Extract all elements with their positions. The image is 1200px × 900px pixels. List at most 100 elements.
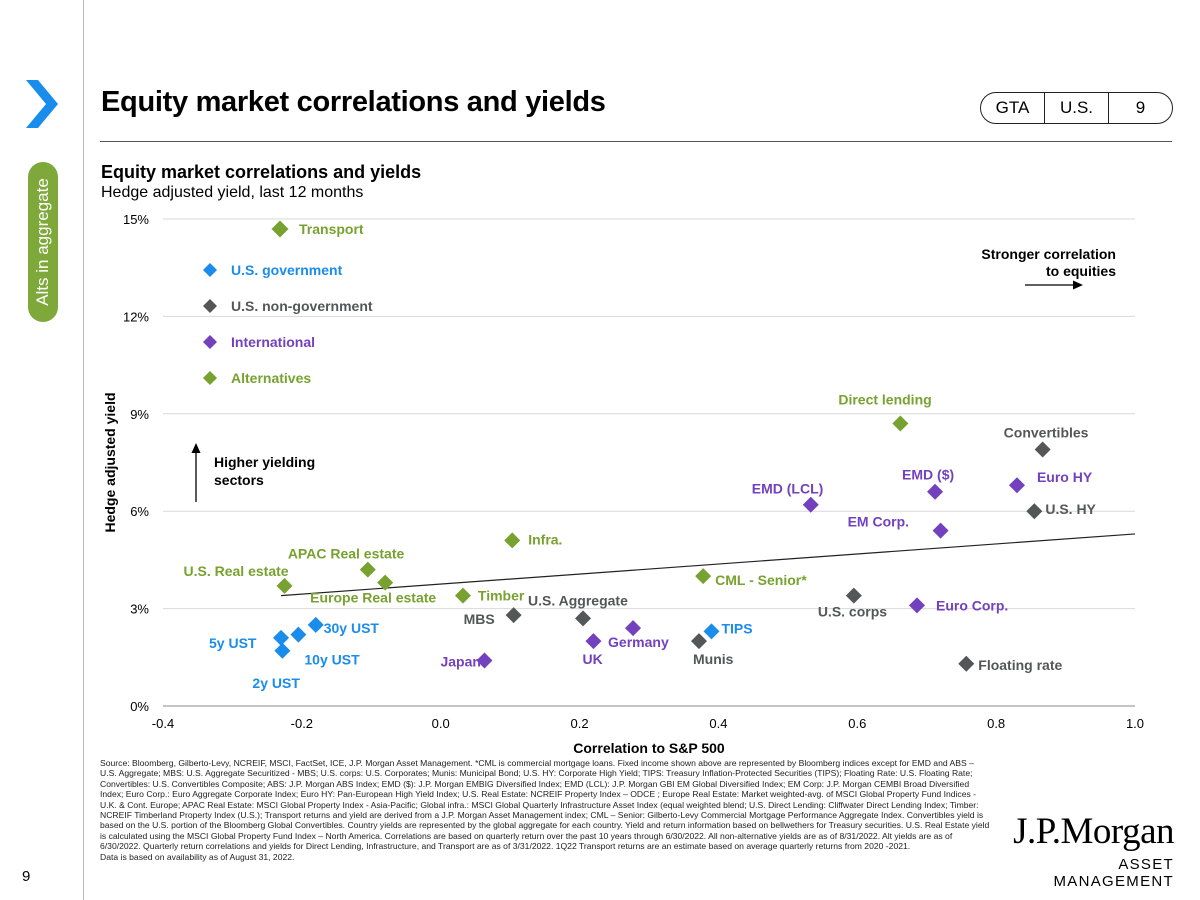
data-point [273, 629, 290, 646]
data-point-label: CML - Senior* [715, 572, 807, 588]
chevron-right-icon [26, 80, 58, 128]
scatter-chart: 0% 3% 6% 9% 12% 15% -0.4 -0.2 0.0 0.2 0.4 0.6 0.8 1.0… [102, 212, 1144, 756]
data-point-label: 10y UST [304, 652, 360, 668]
x-tick-label: 1.0 [1126, 716, 1144, 731]
data-point [1026, 503, 1043, 520]
data-point [908, 597, 925, 614]
annotation-stronger-correlation: to equities [1046, 263, 1116, 279]
chart-subtitle: Hedge adjusted yield, last 12 months [101, 184, 364, 201]
footnote-date: Data is based on availability as of Augu… [100, 851, 295, 862]
x-tick-label: 0.8 [987, 716, 1005, 731]
badge-group: GTA U.S. 9 [980, 92, 1173, 124]
data-point-label: 5y UST [209, 635, 257, 651]
data-point [575, 610, 592, 627]
data-point [802, 496, 819, 513]
title-divider [100, 141, 1172, 142]
data-point-label: Euro Corp. [936, 597, 1008, 613]
logo-wordmark: J.P.Morgan [1013, 811, 1174, 852]
data-point [1034, 441, 1051, 458]
data-point [927, 483, 944, 500]
logo-tagline: ASSET MANAGEMENT [1053, 856, 1174, 890]
data-point-label: Convertibles [1004, 425, 1089, 441]
page-number: 9 [22, 868, 31, 885]
data-point-label: 30y UST [324, 620, 380, 636]
data-point [274, 642, 291, 659]
data-point [290, 626, 307, 643]
data-point [454, 587, 471, 604]
data-point-label: MBS [464, 611, 495, 627]
y-tick-label: 9% [130, 407, 149, 422]
annotation-higher-yielding: sectors [214, 472, 264, 488]
x-tick-label: 0.0 [432, 716, 450, 731]
data-point-label: Munis [693, 651, 734, 667]
data-point-label: APAC Real estate [288, 546, 405, 562]
data-point-label: U.S. HY [1045, 501, 1096, 517]
data-point [307, 616, 324, 633]
data-point [958, 655, 975, 672]
x-tick-label: -0.2 [291, 716, 313, 731]
badge-gta[interactable]: GTA [995, 98, 1030, 117]
x-tick-label: 0.2 [571, 716, 589, 731]
data-point-label: U.S. Aggregate [528, 592, 628, 608]
data-point-label: Euro HY [1037, 469, 1093, 485]
section-side-tab[interactable]: Alts in aggregate [28, 162, 58, 322]
data-point [359, 561, 376, 578]
data-point [505, 607, 522, 624]
y-tick-label: 6% [130, 504, 149, 519]
chart-title: Equity market correlations and yields [101, 162, 422, 182]
data-point-label: Japan [440, 654, 480, 670]
data-point-label: EMD ($) [902, 467, 954, 483]
legend-marker [271, 220, 289, 238]
data-point [504, 532, 521, 549]
data-point-label: Timber [478, 588, 525, 604]
data-point [276, 577, 293, 594]
data-point [1008, 477, 1025, 494]
data-point [932, 522, 949, 539]
badge-page[interactable]: 9 [1108, 93, 1172, 123]
y-axis-label: Hedge adjusted yield [102, 392, 118, 532]
page-title: Equity market correlations and yields [101, 86, 606, 118]
x-axis-label: Correlation to S&P 500 [573, 740, 725, 756]
data-point-label: Floating rate [978, 657, 1062, 673]
data-point [695, 568, 712, 585]
left-divider [83, 0, 84, 900]
data-point-label: Infra. [528, 531, 562, 547]
data-point-label: Europe Real estate [310, 590, 436, 606]
annotation-higher-yielding: Higher yielding [214, 454, 315, 470]
y-tick-label: 12% [123, 309, 149, 324]
legend-label: International [231, 334, 315, 350]
data-point-label: Direct lending [838, 392, 931, 408]
data-point [703, 623, 720, 640]
legend-marker [203, 263, 217, 277]
data-point [476, 652, 493, 669]
source-footnote: Source: Bloomberg, Gilberto-Levy, NCREIF… [100, 758, 993, 862]
data-point-label: U.S. Real estate [184, 563, 289, 579]
data-point-label: EMD (LCL) [752, 481, 824, 497]
data-point-label: TIPS [721, 620, 752, 636]
y-tick-label: 3% [130, 602, 149, 617]
data-point [845, 587, 862, 604]
annotation-stronger-correlation: Stronger correlation [981, 246, 1116, 262]
x-tick-label: 0.4 [709, 716, 727, 731]
legend-marker [203, 335, 217, 349]
data-point [585, 633, 602, 650]
data-point [892, 415, 909, 432]
data-point-label: UK [582, 651, 602, 667]
legend-label: Alternatives [231, 370, 311, 386]
data-point-label: 2y UST [252, 675, 300, 691]
legend-marker [203, 371, 217, 385]
legend-label: U.S. government [231, 262, 343, 278]
x-tick-label: 0.6 [848, 716, 866, 731]
y-tick-label: 15% [123, 212, 149, 227]
data-point-label: EM Corp. [848, 514, 909, 530]
legend-label: Transport [299, 221, 364, 237]
jpmorgan-logo: J.P.Morgan ASSET MANAGEMENT [1006, 811, 1174, 891]
footnote-text: Source: Bloomberg, Gilberto-Levy, NCREIF… [100, 758, 990, 852]
badge-region[interactable]: U.S. [1044, 93, 1108, 123]
arrow-up-head [191, 443, 201, 453]
data-point-label: Germany [608, 634, 669, 650]
data-point-label: U.S. corps [818, 604, 887, 620]
data-point [625, 620, 642, 637]
trendline [280, 533, 1136, 597]
y-tick-label: 0% [130, 699, 149, 714]
